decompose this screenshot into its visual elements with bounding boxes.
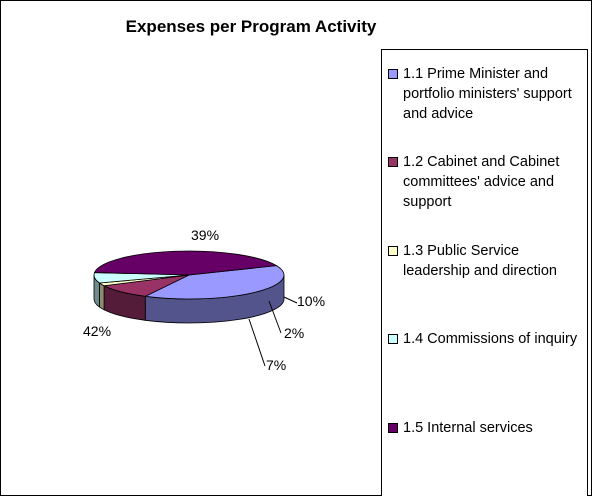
slice-1-top (143, 265, 285, 300)
slice-3-percent-label: 2% (284, 325, 304, 341)
legend: 1.1 Prime Minister and portfolio ministe… (381, 49, 588, 496)
pie-chart: 39% 10% 2% 7% 42% (83, 227, 325, 373)
slice-3-leader-line (268, 300, 282, 334)
legend-swatch-1-3 (388, 246, 398, 256)
legend-swatch-1-4 (388, 334, 398, 344)
chart-title: Expenses per Program Activity (125, 17, 377, 36)
slice-5-percent-label: 42% (83, 323, 111, 339)
legend-swatch-1-1 (388, 69, 398, 79)
slice-5-top (93, 250, 278, 276)
slice-2-percent-label: 10% (297, 293, 325, 309)
legend-label-1-5: 1.5 Internal services (403, 420, 533, 436)
slice-1-percent-label: 39% (191, 227, 219, 243)
legend-swatch-1-5 (388, 423, 398, 433)
legend-swatch-1-2 (388, 157, 398, 167)
slice-4-leader-line (248, 318, 266, 367)
slice-2-leader-line (283, 296, 298, 304)
legend-label-1-2: 1.2 Cabinet and Cabinet committees' advi… (403, 154, 560, 210)
legend-label-1-3: 1.3 Public Service leadership and direct… (403, 243, 557, 279)
legend-label-1-1: 1.1 Prime Minister and portfolio ministe… (403, 66, 572, 122)
slice-3-side (98, 282, 105, 311)
slice-4-percent-label: 7% (266, 357, 286, 373)
legend-label-1-4: 1.4 Commissions of inquiry (403, 331, 578, 347)
